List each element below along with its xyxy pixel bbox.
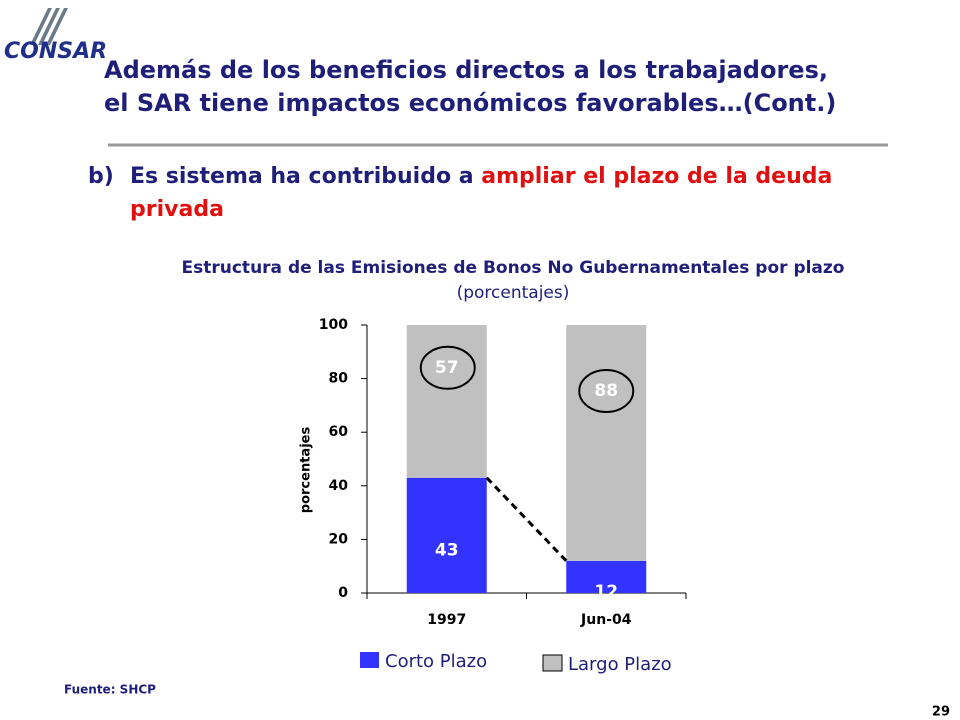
point: Es sistema ha contribuido a ampliar el p… (130, 164, 832, 189)
label-circle (419, 345, 476, 390)
bar-segment (566, 325, 647, 561)
legend-label: Largo Plazo (568, 654, 672, 675)
data-label: 12 (594, 582, 618, 602)
data-label: 43 (435, 540, 459, 560)
y-tick-label: 60 (329, 424, 349, 440)
source: Fuente: SHCP (64, 683, 156, 697)
bar-segment (406, 477, 487, 593)
chart-subtitle: (porcentajes) (457, 283, 570, 303)
y-tick-label: 100 (319, 317, 348, 333)
y-tick-label: 80 (329, 371, 349, 387)
slide-title: el SAR tiene impactos económicos favorab… (104, 89, 836, 117)
bullet: b) (88, 164, 114, 189)
legend-label: Corto Plazo (385, 651, 487, 672)
y-tick-label: 40 (329, 478, 349, 494)
chart-title: Estructura de las Emisiones de Bonos No … (182, 258, 845, 278)
connector (485, 476, 568, 562)
bar-segment (566, 560, 647, 593)
point-highlight: ampliar el plazo de la deuda (481, 164, 832, 189)
y-tick-label: 0 (338, 585, 348, 601)
data-label: 88 (594, 381, 618, 401)
point-lead: Es sistema ha contribuido a (130, 164, 481, 189)
page-number: 29 (932, 705, 950, 720)
label-circle (578, 369, 635, 414)
point-highlight: privada (130, 197, 224, 222)
bar-segment (406, 325, 487, 478)
slide-title: Además de los beneficios directos a los … (104, 56, 828, 84)
logo-icon (30, 8, 68, 45)
logo-text: CONSAR (4, 39, 107, 64)
x-tick-label: Jun-04 (580, 612, 632, 628)
y-tick-label: 20 (329, 531, 349, 547)
legend-swatch (542, 654, 563, 672)
x-tick-label: 1997 (427, 612, 466, 628)
y-axis-label: porcentajes (299, 427, 314, 514)
data-label: 57 (435, 358, 459, 378)
legend-swatch (360, 652, 379, 668)
